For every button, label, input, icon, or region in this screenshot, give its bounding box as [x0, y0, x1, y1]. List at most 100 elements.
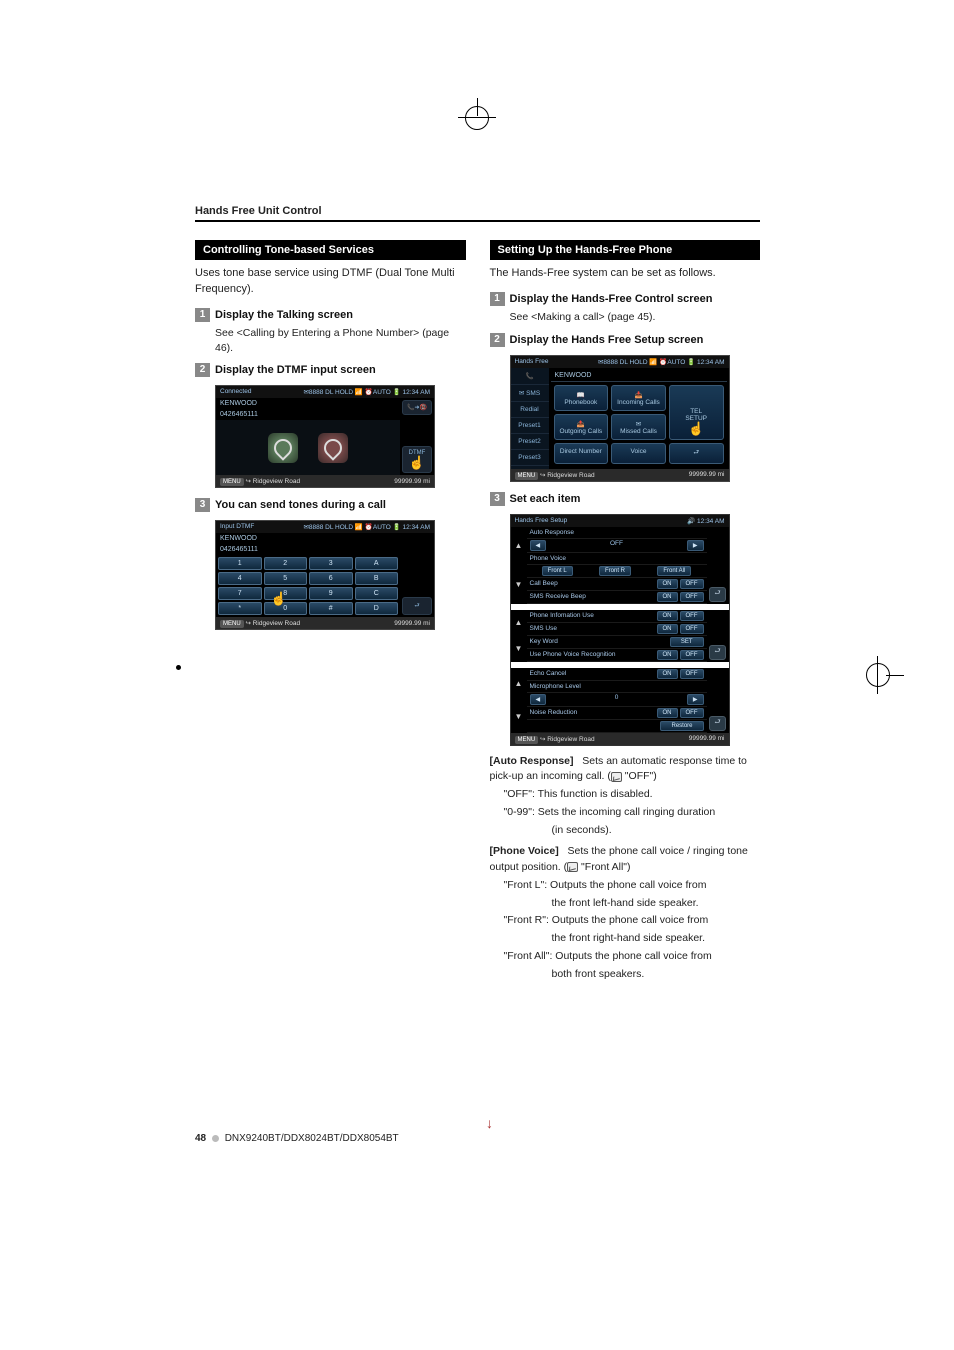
keypad-key[interactable]: 8 ☝ [264, 587, 308, 600]
decrease-button[interactable]: ◀ [530, 540, 547, 551]
tile-tel-setup[interactable]: TEL SETUP ☝ [669, 385, 724, 440]
tile-label: Outgoing Calls [560, 428, 603, 435]
menu-chip[interactable]: MENU [220, 478, 244, 486]
on-button[interactable]: ON [657, 708, 678, 718]
scroll-arrows[interactable]: ▲▼ [511, 527, 527, 604]
tile-incoming[interactable]: 📥Incoming Calls [611, 385, 666, 411]
step-title: Display the DTMF input screen [215, 364, 376, 376]
setup-item-label: Auto Response [530, 528, 704, 537]
side-sms[interactable]: ✉ SMS [511, 385, 549, 402]
hangup-icon[interactable] [318, 433, 348, 463]
step-number: 3 [195, 498, 210, 512]
section-title-right: Setting Up the Hands-Free Phone [490, 240, 761, 260]
road-label: Ridgeview Road [253, 620, 300, 627]
off-button[interactable]: OFF [680, 650, 704, 660]
restore-button[interactable]: Restore [660, 721, 703, 731]
tile-phonebook[interactable]: 📖Phonebook [554, 385, 609, 411]
handsfree-control-figure: Hands Free ✉8888 DL HOLD 📶 ⏰AUTO 🔋 12:34… [510, 355, 730, 482]
answer-icon[interactable] [268, 433, 298, 463]
step-title: Set each item [510, 493, 581, 505]
step-number: 2 [490, 333, 505, 347]
side-phone-icon[interactable]: 📞 [511, 368, 549, 385]
figure-title: Input DTMF [220, 523, 254, 531]
off-button[interactable]: OFF [680, 579, 704, 589]
hand-cursor-icon: ☝ [403, 456, 431, 469]
def-option: "Front L": Outputs the phone call voice … [490, 878, 761, 894]
tile-outgoing[interactable]: 📤Outgoing Calls [554, 414, 609, 440]
def-option: both front speakers. [490, 967, 761, 983]
left-column: Controlling Tone-based Services Uses ton… [195, 240, 466, 984]
crop-mark-top [458, 98, 496, 136]
definitions: [Auto Response] Sets an automatic respon… [490, 754, 761, 983]
keypad-key[interactable]: # [309, 602, 353, 615]
keypad-key[interactable]: 2 [264, 557, 308, 570]
road-label: Ridgeview Road [547, 472, 594, 479]
tile-missed[interactable]: ✉Missed Calls [611, 414, 666, 440]
keypad-key[interactable]: 6 [309, 572, 353, 585]
on-button[interactable]: ON [657, 611, 678, 621]
tile-voice[interactable]: Voice [611, 443, 666, 464]
back-button[interactable]: ⮐ [709, 645, 725, 660]
figure-title: Hands Free [515, 358, 549, 366]
on-button[interactable]: ON [657, 592, 678, 602]
decrease-button[interactable]: ◀ [530, 694, 547, 705]
keypad-key[interactable]: 3 [309, 557, 353, 570]
setup-value: 0 [615, 694, 619, 705]
option-front-r[interactable]: Front R [599, 566, 631, 576]
back-button[interactable]: ⮐ [709, 716, 725, 731]
keypad-key[interactable]: 5 [264, 572, 308, 585]
keypad-key[interactable]: C [355, 587, 399, 600]
section-lead-left: Uses tone base service using DTMF (Dual … [195, 266, 466, 298]
back-button[interactable]: ⮐ [709, 587, 725, 602]
side-preset2[interactable]: Preset2 [511, 434, 549, 450]
keypad-key[interactable]: A [355, 557, 399, 570]
keypad-key[interactable]: * [218, 602, 262, 615]
on-button[interactable]: ON [657, 579, 678, 589]
keypad-key[interactable]: 4 [218, 572, 262, 585]
keypad-key[interactable]: B [355, 572, 399, 585]
off-button[interactable]: OFF [680, 592, 704, 602]
off-button[interactable]: OFF [680, 708, 704, 718]
on-button[interactable]: ON [657, 669, 678, 679]
menu-chip[interactable]: MENU [515, 472, 539, 480]
set-button[interactable]: SET [670, 637, 704, 647]
def-option: "0-99": Sets the incoming call ringing d… [490, 805, 761, 821]
tile-back[interactable]: ⮐ [669, 443, 724, 464]
on-button[interactable]: ON [657, 650, 678, 660]
side-redial[interactable]: Redial [511, 402, 549, 418]
tile-label: Missed Calls [620, 428, 657, 435]
page-number: 48 [195, 1133, 206, 1144]
off-button[interactable]: OFF [680, 669, 704, 679]
menu-chip[interactable]: MENU [515, 736, 539, 744]
setup-value: OFF [610, 540, 623, 551]
off-button[interactable]: OFF [680, 624, 704, 634]
scroll-arrows[interactable]: ▲▼ [511, 668, 527, 733]
figure-time: 🔊 12:34 AM [687, 517, 724, 525]
tile-label: Phonebook [564, 399, 597, 406]
setup-item-label: Echo Cancel [530, 669, 657, 678]
scroll-arrows[interactable]: ▲▼ [511, 610, 527, 662]
menu-chip[interactable]: MENU [220, 620, 244, 628]
step-number: 3 [490, 492, 505, 506]
back-button[interactable]: ⮐ [402, 597, 432, 615]
increase-button[interactable]: ▶ [687, 540, 704, 551]
keypad-key[interactable]: 1 [218, 557, 262, 570]
option-front-all[interactable]: Front All [657, 566, 691, 576]
keypad-key[interactable]: 9 [309, 587, 353, 600]
dtmf-keypad: 1 2 3 A 4 5 6 B 7 8 ☝ [216, 555, 400, 617]
side-preset1[interactable]: Preset1 [511, 418, 549, 434]
side-preset3[interactable]: Preset3 [511, 450, 549, 466]
keypad-key[interactable]: 7 [218, 587, 262, 600]
increase-button[interactable]: ▶ [687, 694, 704, 705]
option-front-l[interactable]: Front L [542, 566, 573, 576]
step-number: 1 [195, 308, 210, 322]
keypad-key[interactable]: D [355, 602, 399, 615]
figure-status-icons: ✉8888 DL HOLD 📶 ⏰AUTO 🔋 12:34 AM [598, 358, 725, 366]
dtmf-button[interactable]: DTMF ☝ [402, 446, 432, 473]
tile-direct-number[interactable]: Direct Number [554, 443, 609, 464]
off-button[interactable]: OFF [680, 611, 704, 621]
caller-name: KENWOOD [216, 533, 434, 544]
on-button[interactable]: ON [657, 624, 678, 634]
figure-title: Hands Free Setup [515, 517, 568, 525]
switch-call-button[interactable]: 📞➜📵 [402, 400, 432, 415]
